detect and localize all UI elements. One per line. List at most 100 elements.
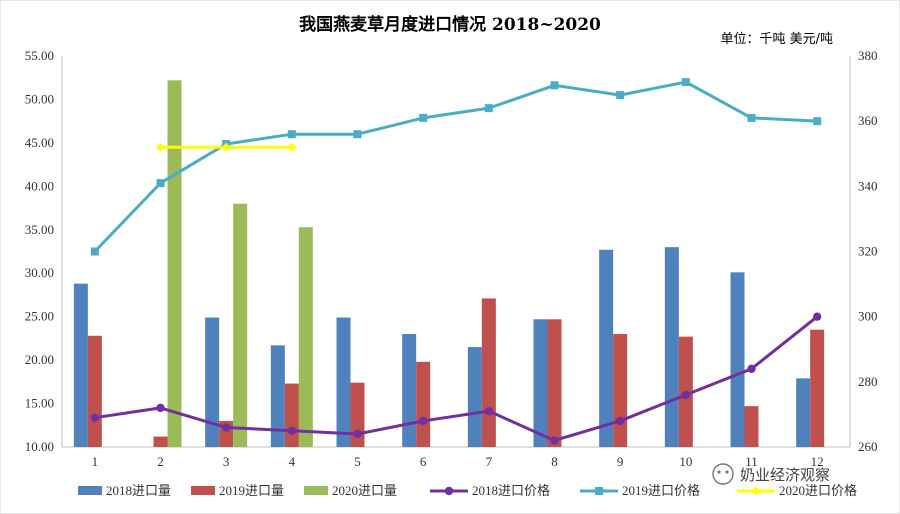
bar-2018进口量-7 <box>467 347 482 447</box>
chart-title: 我国燕麦草月度进口情况 2018~2020 <box>299 14 601 35</box>
legend-label-2018进口量: 2018进口量 <box>106 483 171 498</box>
right-tick-label: 300 <box>858 309 878 324</box>
right-tick-label: 360 <box>858 113 878 128</box>
bar-2019进口量-9 <box>613 334 628 447</box>
point-2020进口价格-3 <box>221 142 231 152</box>
point-2019进口价格-9 <box>616 91 625 100</box>
bar-2018进口量-6 <box>402 334 417 447</box>
legend-swatch-2018进口量 <box>78 486 102 495</box>
bar-2018进口量-9 <box>599 249 614 447</box>
bar-2020进口量-2 <box>167 80 182 447</box>
bar-2019进口量-11 <box>744 406 759 447</box>
left-tick-label: 20.00 <box>25 352 54 367</box>
point-2019进口价格-2 <box>156 179 165 188</box>
wechat-icon <box>712 463 734 485</box>
bar-2020进口量-4 <box>298 227 313 447</box>
left-tick-label: 30.00 <box>25 265 54 280</box>
x-tick-label: 5 <box>354 454 361 469</box>
legend: 2018进口量 2019进口量 2020进口量 2018进口价格 2019进口价格 202… <box>78 483 857 498</box>
bar-2020进口量-3 <box>233 203 248 447</box>
legend-swatch-2019进口量 <box>191 486 215 495</box>
point-2019进口价格-5 <box>353 130 362 139</box>
legend-swatch-2020进口量 <box>304 486 328 495</box>
bar-2018进口量-4 <box>270 345 285 447</box>
bar-2019进口量-5 <box>350 382 365 447</box>
left-tick-label: 15.00 <box>25 396 54 411</box>
point-2018进口价格-8 <box>550 436 559 445</box>
right-tick-label: 380 <box>858 48 878 63</box>
bar-2019进口量-1 <box>87 335 102 447</box>
point-2019进口价格-8 <box>550 81 559 90</box>
plot-area: 10.00 15.00 20.00 25.00 30.00 35.00 40.00 45.00… <box>25 48 878 469</box>
bar-2018进口量-8 <box>533 319 548 447</box>
point-2018进口价格-11 <box>747 364 756 373</box>
x-tick-label: 2 <box>157 454 164 469</box>
right-tick-label: 320 <box>858 244 878 259</box>
bar-2018进口量-1 <box>73 283 88 447</box>
right-tick-label: 280 <box>858 374 878 389</box>
legend-marker-2019进口价格 <box>595 487 603 495</box>
x-tick-label: 12 <box>811 454 824 469</box>
bar-2019进口量-7 <box>481 298 496 447</box>
bar-2019进口量-8 <box>547 319 562 447</box>
x-tick-label: 11 <box>745 454 758 469</box>
legend-marker-2018进口价格 <box>444 486 454 496</box>
bar-2018进口量-5 <box>336 317 351 447</box>
point-2019进口价格-11 <box>747 113 756 122</box>
legend-label-2020进口量: 2020进口量 <box>332 483 397 498</box>
bar-2018进口量-10 <box>664 247 679 447</box>
left-tick-label: 50.00 <box>25 91 54 106</box>
point-2018进口价格-2 <box>156 403 165 413</box>
left-tick-label: 55.00 <box>25 48 54 63</box>
bar-2019进口量-6 <box>416 361 431 447</box>
point-2019进口价格-7 <box>484 104 493 113</box>
legend-label-2020进口价格: 2020进口价格 <box>779 483 857 498</box>
bar-2018进口量-3 <box>205 317 220 447</box>
watermark: 奶业经济观察 <box>712 463 830 485</box>
wechat-icon-eye-left <box>717 470 721 474</box>
point-2020进口价格-4 <box>287 142 297 152</box>
line-2019进口价格 <box>93 80 818 253</box>
left-tick-label: 35.00 <box>25 222 54 237</box>
x-tick-label: 7 <box>486 454 493 469</box>
x-tick-label: 8 <box>551 454 558 469</box>
left-tick-label: 40.00 <box>25 178 54 193</box>
bar-2019进口量-2 <box>153 436 168 447</box>
point-2018进口价格-5 <box>353 429 362 439</box>
legend-label-2019进口量: 2019进口量 <box>219 483 284 498</box>
x-tick-label: 6 <box>420 454 427 469</box>
right-tick-label: 260 <box>858 439 878 454</box>
right-tick-label: 340 <box>858 178 878 193</box>
point-2019进口价格-1 <box>90 247 99 256</box>
legend-marker-2020进口价格 <box>751 486 761 496</box>
x-tick-label: 9 <box>617 454 624 469</box>
point-2018进口价格-9 <box>615 416 625 426</box>
point-2018进口价格-6 <box>418 416 428 426</box>
bar-2019进口量-12 <box>810 329 825 447</box>
point-2018进口价格-4 <box>287 426 297 435</box>
bar-2018进口量-11 <box>730 272 745 447</box>
bar-2018进口量-12 <box>796 378 811 447</box>
point-2018进口价格-10 <box>681 390 691 400</box>
point-2019进口价格-12 <box>813 117 822 126</box>
left-tick-label: 45.00 <box>25 135 54 150</box>
point-2018进口价格-3 <box>221 423 231 432</box>
point-2019进口价格-10 <box>681 78 690 87</box>
point-2018进口价格-7 <box>484 406 494 416</box>
x-tick-label: 10 <box>679 454 692 469</box>
legend-label-2018进口价格: 2018进口价格 <box>472 483 550 498</box>
left-tick-label: 10.00 <box>25 439 54 454</box>
x-tick-label: 3 <box>223 454 230 469</box>
line-2018进口价格 <box>94 315 819 442</box>
legend-label-2019进口价格: 2019进口价格 <box>622 483 700 498</box>
point-2020进口价格-2 <box>156 142 165 152</box>
point-2019进口价格-6 <box>419 113 428 122</box>
left-tick-label: 25.00 <box>25 309 54 324</box>
point-2019进口价格-4 <box>287 130 296 139</box>
point-2018进口价格-12 <box>812 312 822 321</box>
x-tick-label: 1 <box>92 454 99 469</box>
bar-2019进口量-4 <box>284 383 299 447</box>
point-2018进口价格-1 <box>90 413 100 422</box>
